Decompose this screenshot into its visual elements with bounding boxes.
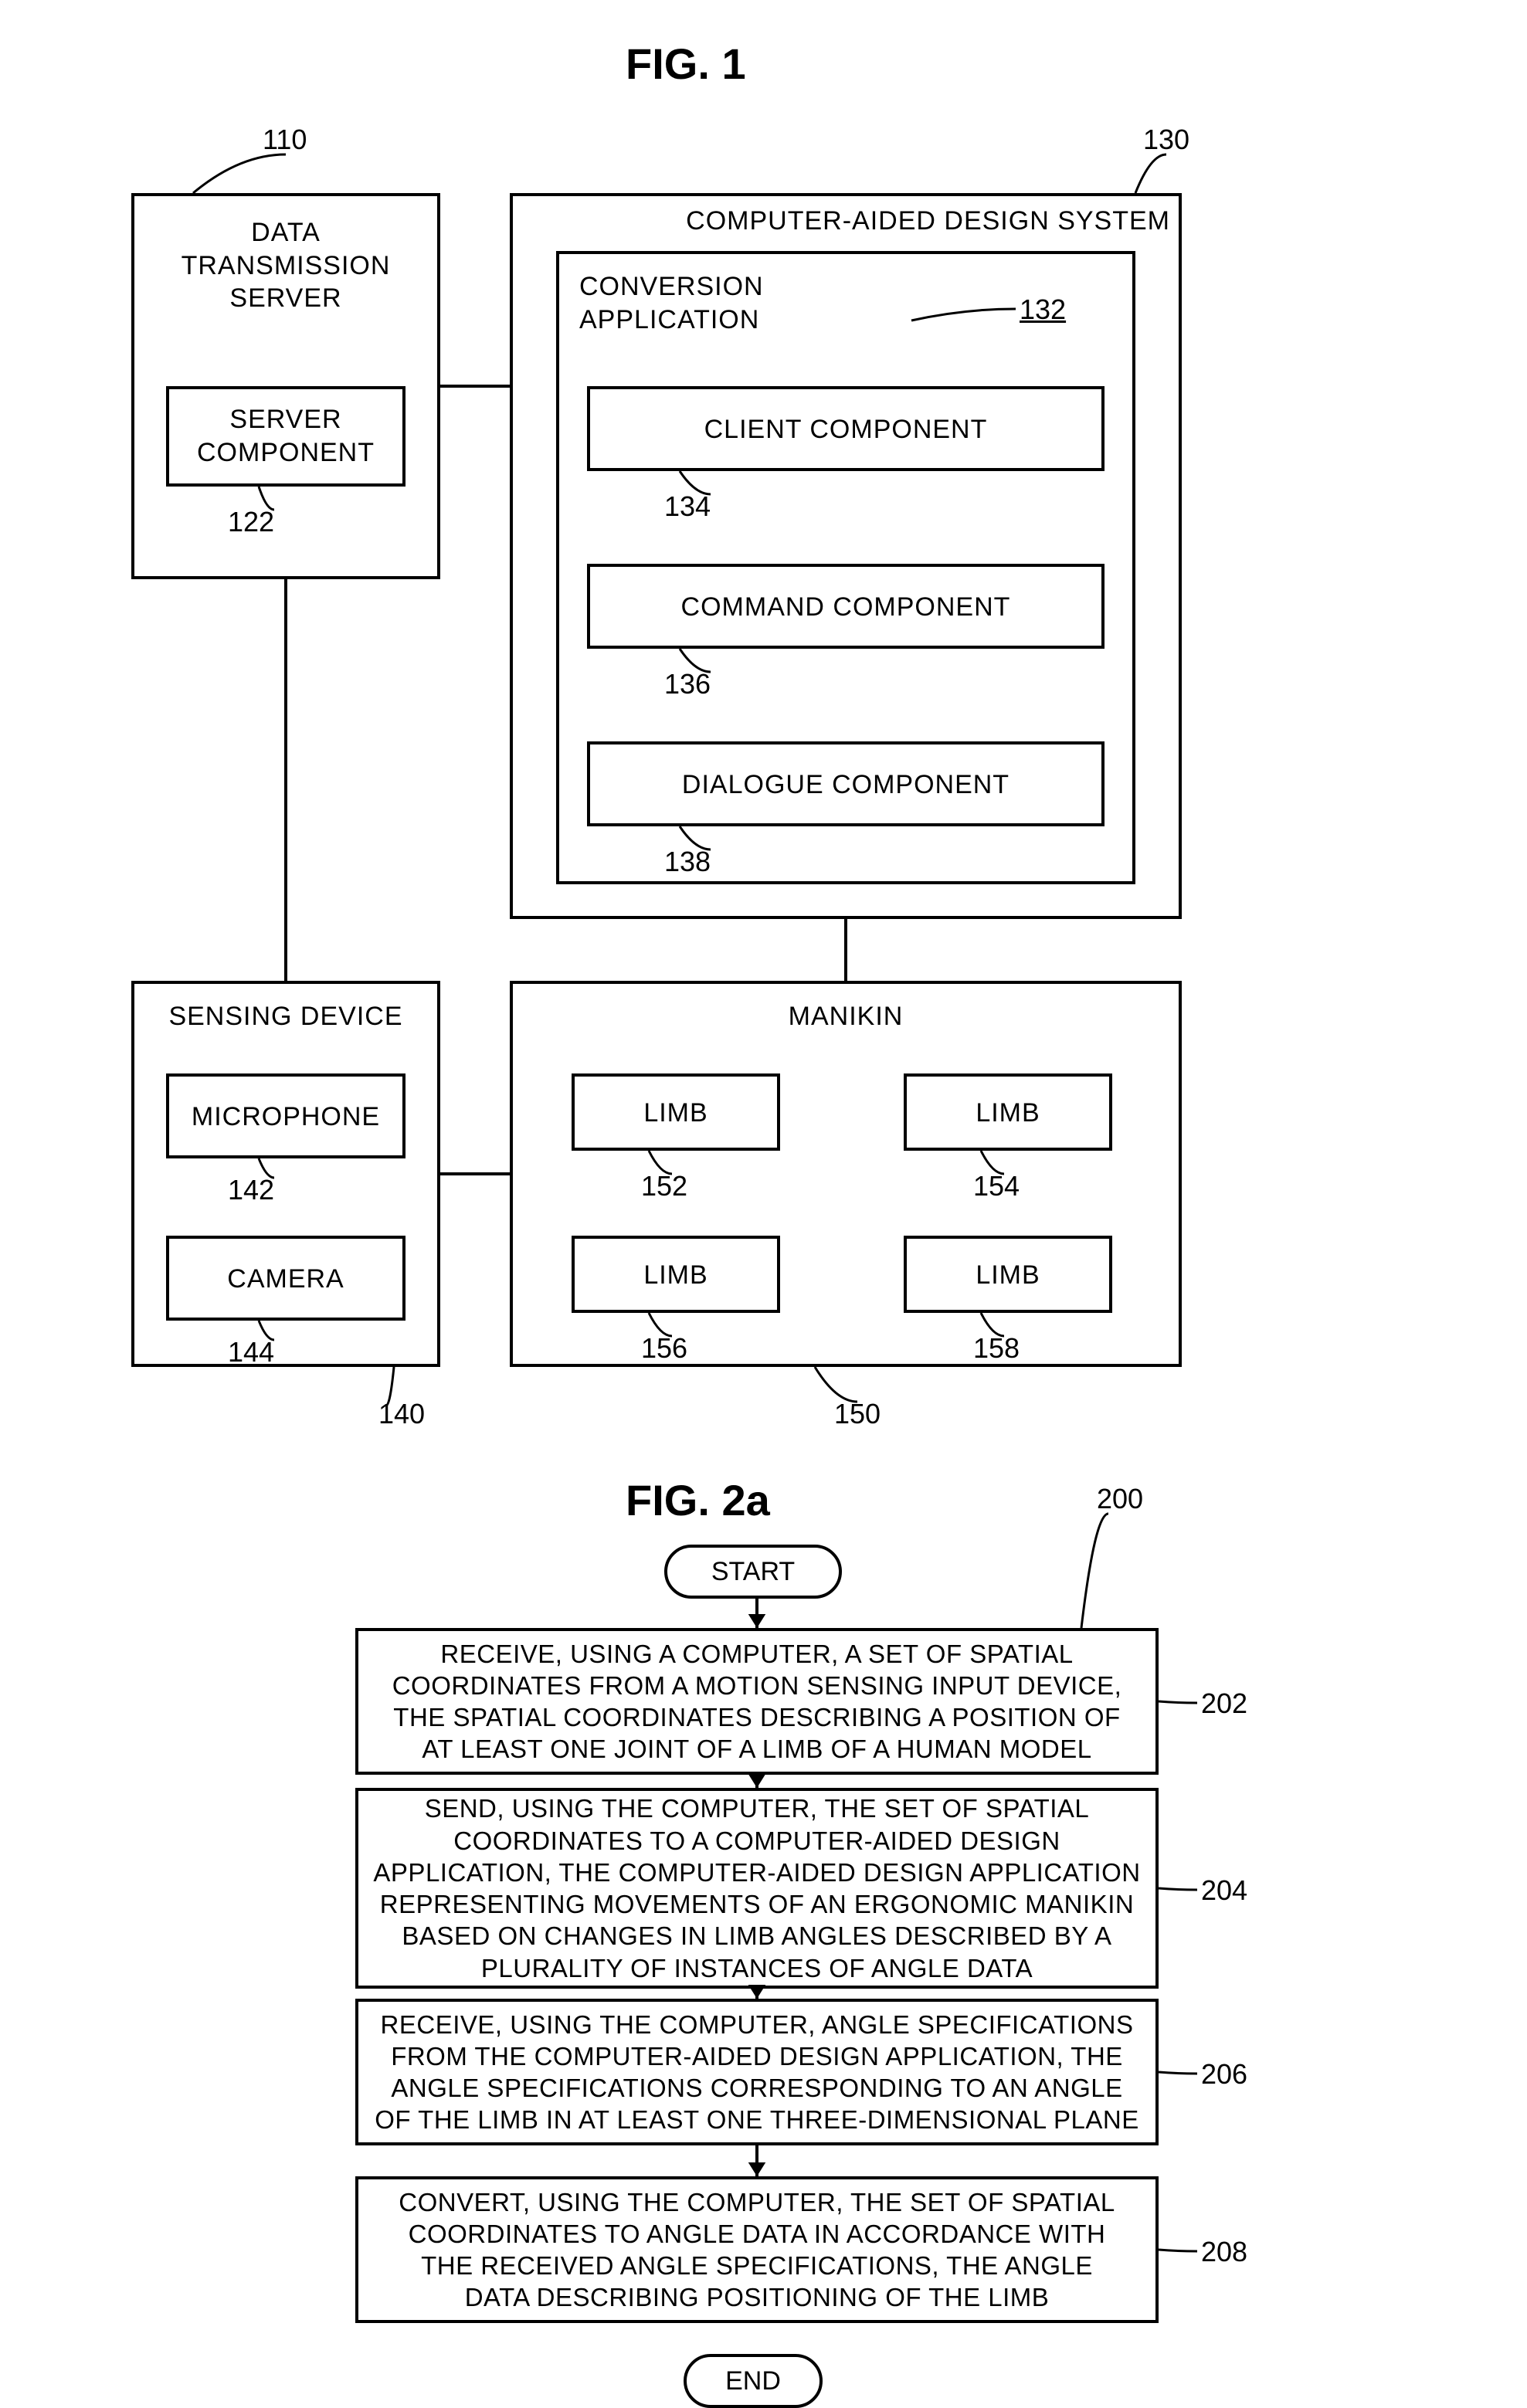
dialogue-component-label: DIALOGUE COMPONENT xyxy=(587,768,1105,802)
conversion-application-label: CONVERSION APPLICATION xyxy=(579,270,764,336)
limb1-label: LIMB xyxy=(572,1097,780,1130)
cad-system-label: COMPUTER-AIDED DESIGN SYSTEM xyxy=(521,205,1170,238)
num-150: 150 xyxy=(834,1398,881,1430)
num-152: 152 xyxy=(641,1170,687,1202)
server-component-label: SERVER COMPONENT xyxy=(166,403,406,469)
client-component-label: CLIENT COMPONENT xyxy=(587,413,1105,446)
end-pill: END xyxy=(684,2354,823,2408)
fig1-title: FIG. 1 xyxy=(626,39,746,89)
num-138: 138 xyxy=(664,846,711,878)
num-136: 136 xyxy=(664,668,711,700)
start-pill: START xyxy=(664,1545,842,1599)
num-130: 130 xyxy=(1143,124,1189,156)
num-208: 208 xyxy=(1201,2236,1247,2268)
step-206-box: RECEIVE, USING THE COMPUTER, ANGLE SPECI… xyxy=(355,1999,1159,2145)
step-206-text: RECEIVE, USING THE COMPUTER, ANGLE SPECI… xyxy=(375,2009,1138,2136)
step-208-text: CONVERT, USING THE COMPUTER, THE SET OF … xyxy=(399,2186,1115,2314)
num-110: 110 xyxy=(263,124,307,156)
sensing-device-label: SENSING DEVICE xyxy=(131,1000,440,1033)
manikin-label: MANIKIN xyxy=(510,1000,1182,1033)
num-122: 122 xyxy=(228,506,274,538)
num-204: 204 xyxy=(1201,1874,1247,1907)
step-202-box: RECEIVE, USING A COMPUTER, A SET OF SPAT… xyxy=(355,1628,1159,1775)
num-142: 142 xyxy=(228,1174,274,1206)
num-140: 140 xyxy=(378,1398,425,1430)
num-154: 154 xyxy=(973,1170,1020,1202)
num-158: 158 xyxy=(973,1332,1020,1365)
step-204-box: SEND, USING THE COMPUTER, THE SET OF SPA… xyxy=(355,1788,1159,1989)
step-208-box: CONVERT, USING THE COMPUTER, THE SET OF … xyxy=(355,2176,1159,2323)
num-200: 200 xyxy=(1097,1483,1143,1515)
fig2a-title: FIG. 2a xyxy=(626,1475,770,1525)
num-206: 206 xyxy=(1201,2058,1247,2091)
command-component-label: COMMAND COMPONENT xyxy=(587,591,1105,624)
num-202: 202 xyxy=(1201,1687,1247,1720)
step-204-text: SEND, USING THE COMPUTER, THE SET OF SPA… xyxy=(373,1792,1140,1984)
limb3-label: LIMB xyxy=(572,1259,780,1292)
num-132: 132 xyxy=(1020,293,1066,326)
data-transmission-server-label: DATA TRANSMISSION SERVER xyxy=(131,216,440,315)
microphone-label: MICROPHONE xyxy=(166,1101,406,1134)
limb4-label: LIMB xyxy=(904,1259,1112,1292)
num-134: 134 xyxy=(664,490,711,523)
num-144: 144 xyxy=(228,1336,274,1368)
step-202-text: RECEIVE, USING A COMPUTER, A SET OF SPAT… xyxy=(392,1638,1122,1765)
num-156: 156 xyxy=(641,1332,687,1365)
camera-label: CAMERA xyxy=(166,1263,406,1296)
limb2-label: LIMB xyxy=(904,1097,1112,1130)
